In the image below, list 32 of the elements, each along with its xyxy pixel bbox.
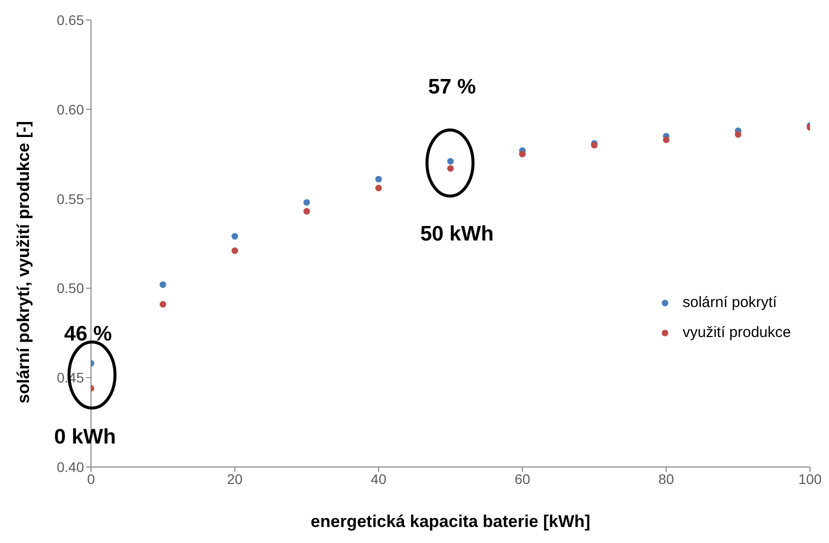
annotation: 46 % — [64, 322, 112, 346]
point — [232, 247, 238, 254]
point — [160, 281, 166, 288]
point — [662, 136, 670, 144]
point — [160, 300, 166, 308]
y-tick-label: 0.60 — [56, 101, 84, 118]
legend-label: solární pokrytí — [682, 293, 777, 313]
x-tick-label: 80 — [658, 470, 674, 487]
legend-label: využití produkce — [682, 323, 791, 343]
point — [734, 131, 742, 138]
point — [303, 199, 310, 206]
point — [232, 233, 238, 240]
x-tick-label: 40 — [370, 470, 387, 487]
y-axis-title: solární pokrytí, využití produkce [-] — [14, 121, 34, 404]
x-tick-label: 60 — [514, 470, 530, 487]
annotation: 0 kWh — [54, 426, 116, 448]
y-tick-label: 0.55 — [56, 190, 84, 207]
annotation: 57 % — [428, 76, 476, 98]
point — [447, 158, 454, 165]
point — [519, 150, 526, 158]
y-tick-label: 0.40 — [56, 458, 84, 475]
y-tick-label: 0.50 — [56, 280, 84, 296]
annotation: 50 kWh — [420, 222, 494, 246]
x-tick-label: 100 — [798, 470, 822, 487]
y-tick-label: 0.65 — [56, 12, 84, 28]
point — [303, 208, 310, 215]
x-axis-title: energetická kapacita baterie [kWh] — [310, 512, 590, 531]
point — [447, 165, 454, 172]
x-tick-label: 0 — [87, 470, 96, 487]
point — [375, 184, 382, 192]
point — [375, 176, 382, 182]
x-tick-label: 20 — [227, 470, 243, 487]
